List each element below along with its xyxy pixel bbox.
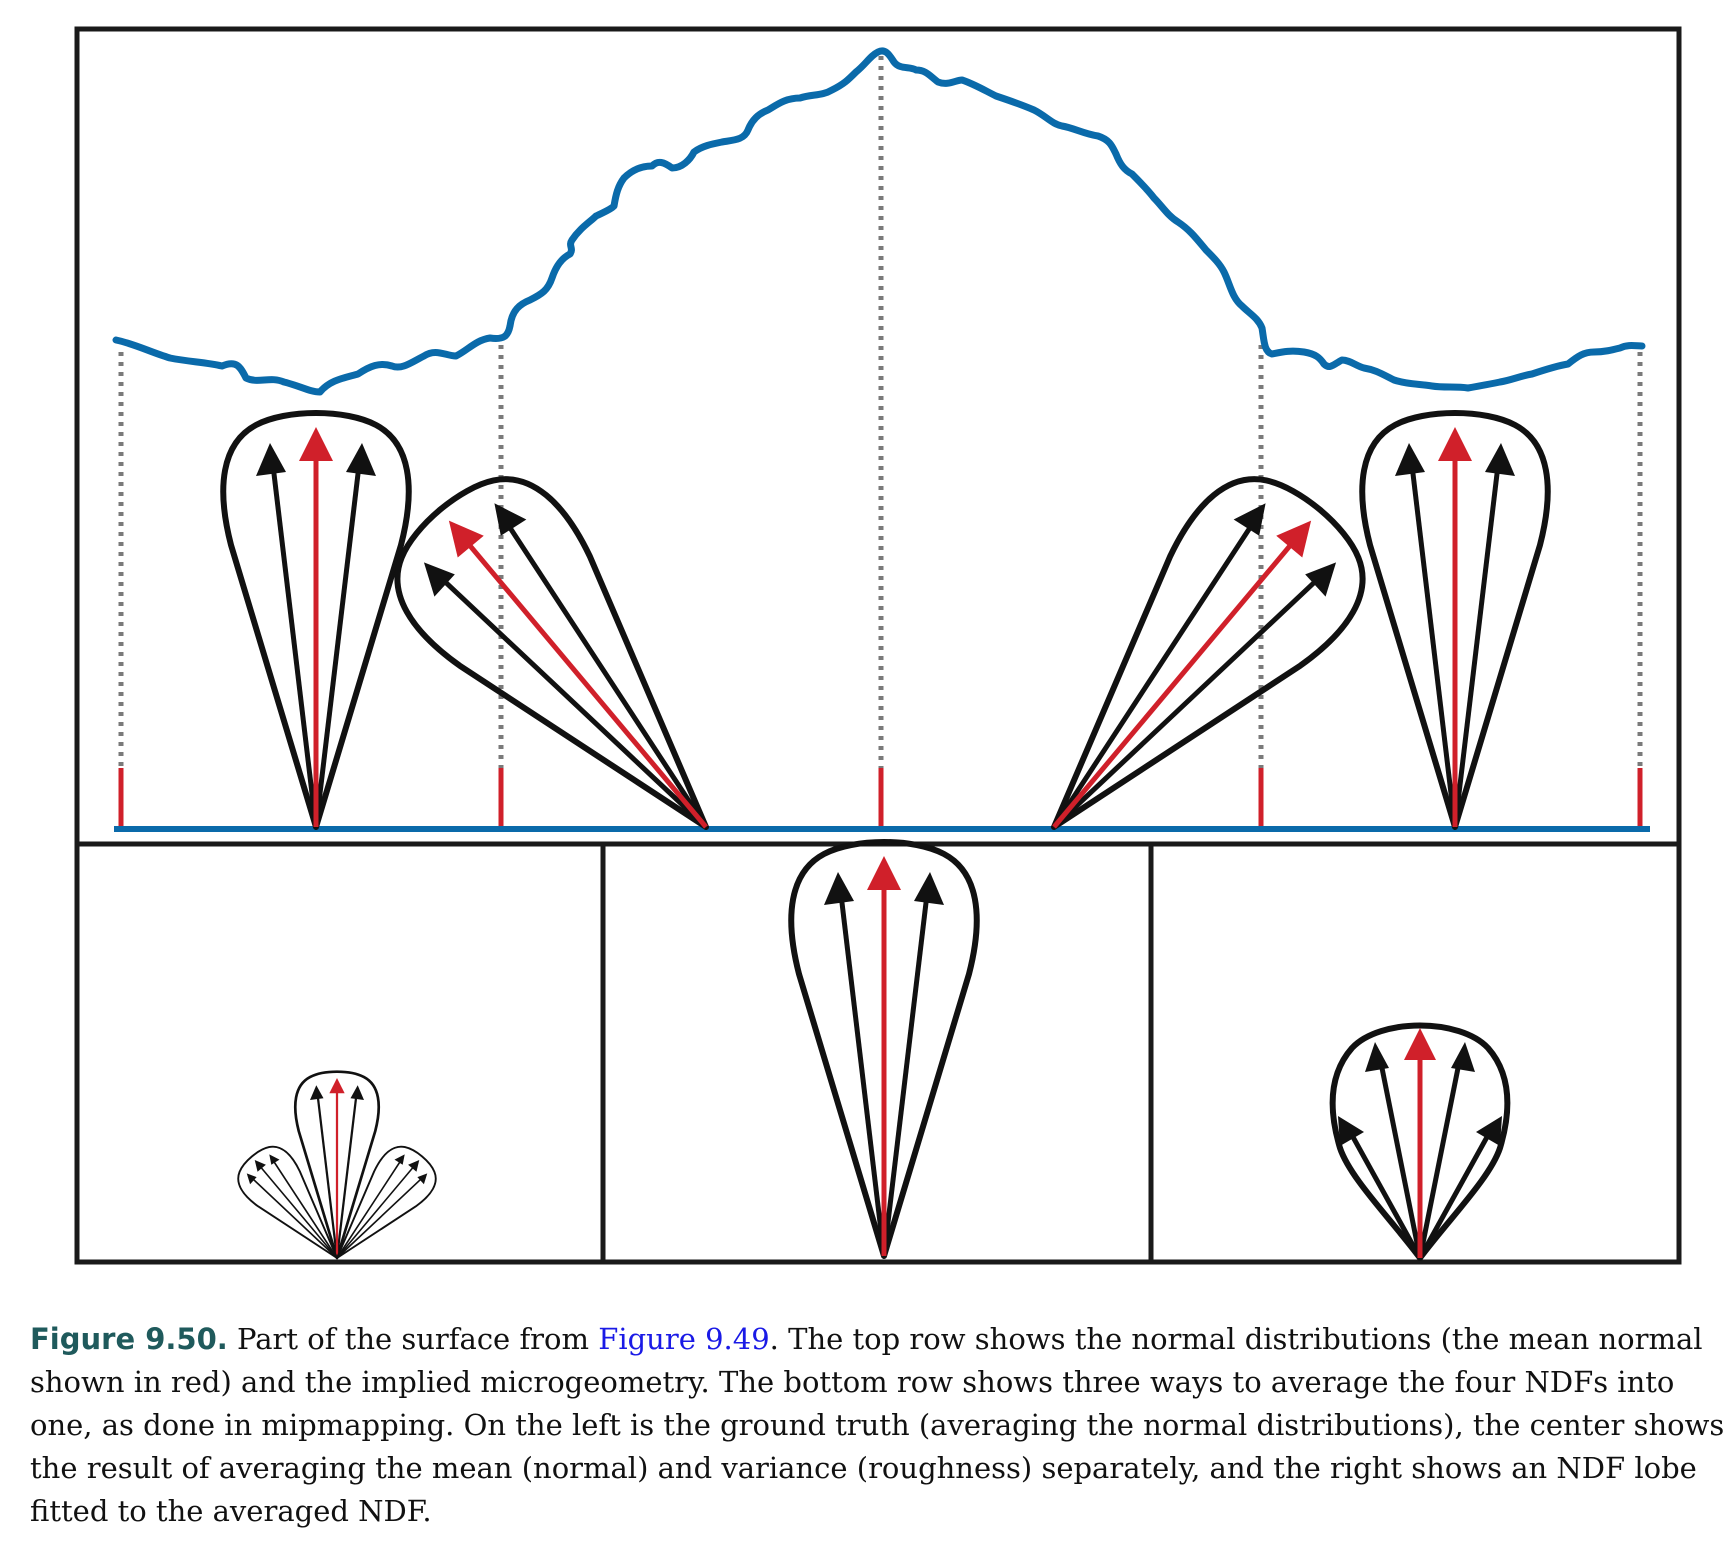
normal-arrow-icon — [336, 1157, 403, 1259]
averaged-mean-variance-lobe — [788, 839, 980, 1259]
normal-arrow-icon — [394, 1154, 405, 1165]
bottom-left-panel-frame — [74, 841, 606, 1265]
ndf-lobe-icon — [1359, 410, 1551, 830]
normal-arrow-icon — [1485, 443, 1515, 476]
mean-normal-arrow-head — [1404, 1028, 1436, 1060]
mean-normal-arrow-head — [299, 427, 333, 461]
figure-label: Figure 9.50. — [30, 1322, 228, 1356]
top-lobe-3 — [1051, 476, 1366, 830]
normal-arrow-icon — [310, 1085, 324, 1101]
normal-arrow-icon — [417, 1173, 428, 1185]
normal-arrow-icon — [269, 1154, 280, 1165]
mean-normal-arrow-head — [1438, 427, 1472, 461]
mean-normal-arrow — [1052, 540, 1296, 829]
normal-arrow-icon — [346, 443, 376, 476]
normal-arrow-icon — [432, 570, 708, 829]
caption-text-before: Part of the surface from — [227, 1322, 599, 1356]
ground-truth-lobe-upright — [293, 1070, 381, 1260]
normal-arrow-icon — [1233, 503, 1266, 536]
ndf-lobe-icon — [220, 410, 412, 830]
normal-arrow-icon — [1345, 1126, 1423, 1260]
normal-arrow-icon — [249, 1175, 338, 1259]
normal-arrow-icon — [423, 562, 455, 597]
normal-arrow-icon — [408, 1159, 420, 1172]
normal-arrow-icon — [1338, 1116, 1364, 1146]
ndf-lobe-icon — [1329, 1022, 1511, 1261]
dotted-guides — [118, 56, 1643, 768]
red-ticks — [118, 768, 1643, 827]
normal-arrow-icon — [499, 513, 709, 829]
normal-arrow-icon — [254, 1159, 266, 1172]
ground-truth-lobe-left — [237, 1145, 338, 1259]
normal-arrow-icon — [1476, 1116, 1502, 1146]
normal-arrow-icon — [246, 1173, 257, 1185]
normal-arrow-icon — [271, 1157, 338, 1259]
ndf-lobe-icon — [237, 1145, 338, 1259]
ndf-lobe-icon — [293, 1070, 381, 1260]
normal-arrow-icon — [824, 872, 854, 905]
caption-text-after: . The top row shows the normal distribut… — [30, 1322, 1725, 1528]
mean-normal-arrow-head — [329, 1078, 345, 1094]
ground-truth-lobes — [237, 1070, 437, 1260]
normal-arrow-icon — [316, 1091, 339, 1259]
figure-caption: Figure 9.50. Part of the surface from Fi… — [30, 1318, 1730, 1533]
normal-arrow-icon — [1052, 570, 1328, 829]
normal-arrow-icon — [1408, 456, 1458, 828]
bottom-right-panel-frame — [1148, 841, 1682, 1265]
mean-normal-arrow-head — [448, 520, 484, 558]
top-lobe-2 — [394, 476, 709, 830]
mean-normal-arrow — [464, 540, 708, 829]
figure-illustration — [74, 26, 1682, 1265]
top-lobe-4 — [1359, 410, 1551, 830]
normal-arrow-icon — [335, 1091, 358, 1259]
normal-arrow-icon — [336, 1164, 416, 1259]
normal-arrow-icon — [914, 872, 944, 905]
normal-arrow-icon — [1377, 1057, 1423, 1259]
normal-arrow-icon — [1451, 1042, 1475, 1072]
normal-arrow-icon — [1365, 1042, 1389, 1072]
normal-arrow-icon — [313, 456, 363, 828]
normal-arrow-icon — [336, 1175, 425, 1259]
ndf-lobe-icon — [336, 1145, 437, 1259]
normal-arrow-icon — [1417, 1057, 1463, 1259]
normal-arrow-icon — [494, 503, 527, 536]
normal-arrow-icon — [1452, 456, 1502, 828]
normal-arrow-icon — [1051, 513, 1261, 829]
normal-arrow-icon — [269, 456, 319, 828]
normal-arrow-icon — [1395, 443, 1425, 476]
ndf-lobe-icon — [394, 476, 709, 830]
normal-arrow-icon — [837, 885, 887, 1257]
ground-truth-lobe-right — [336, 1145, 437, 1259]
figure-reference-link[interactable]: Figure 9.49 — [598, 1322, 770, 1356]
mean-normal-arrow-head — [1276, 520, 1312, 558]
fitted-ndf-lobe — [1329, 1022, 1511, 1261]
ndf-lobe-icon — [788, 839, 980, 1259]
normal-arrow-icon — [350, 1085, 364, 1101]
normal-arrow-icon — [881, 885, 931, 1257]
normal-arrow-icon — [258, 1164, 338, 1259]
normal-arrow-icon — [1305, 562, 1337, 597]
mean-normal-arrow-head — [867, 856, 901, 890]
normal-arrow-icon — [1417, 1126, 1495, 1260]
top-lobe-1 — [220, 410, 412, 830]
ndf-lobe-icon — [1051, 476, 1366, 830]
normal-arrow-icon — [256, 443, 286, 476]
surface-curve — [112, 47, 1646, 396]
